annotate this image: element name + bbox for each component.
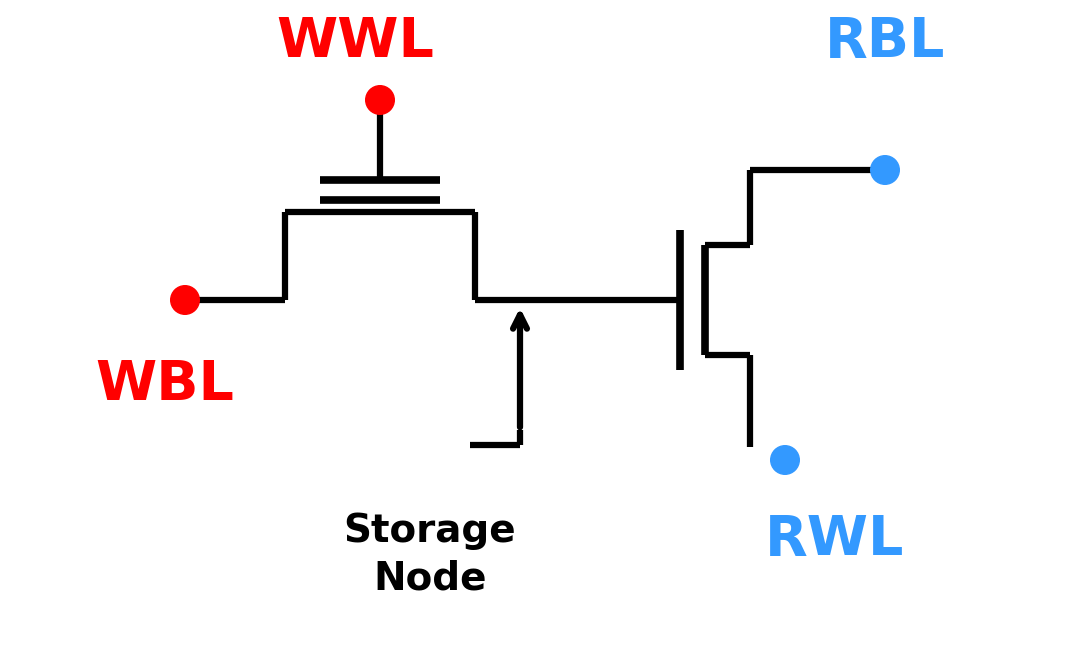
Text: RWL: RWL	[766, 513, 905, 567]
Text: Storage
Node: Storage Node	[343, 512, 516, 597]
Text: RBL: RBL	[825, 15, 945, 69]
Text: WWL: WWL	[276, 15, 434, 69]
Text: WBL: WBL	[95, 358, 234, 412]
Circle shape	[171, 286, 200, 315]
Circle shape	[771, 446, 799, 474]
Circle shape	[366, 86, 394, 114]
Circle shape	[870, 156, 900, 185]
